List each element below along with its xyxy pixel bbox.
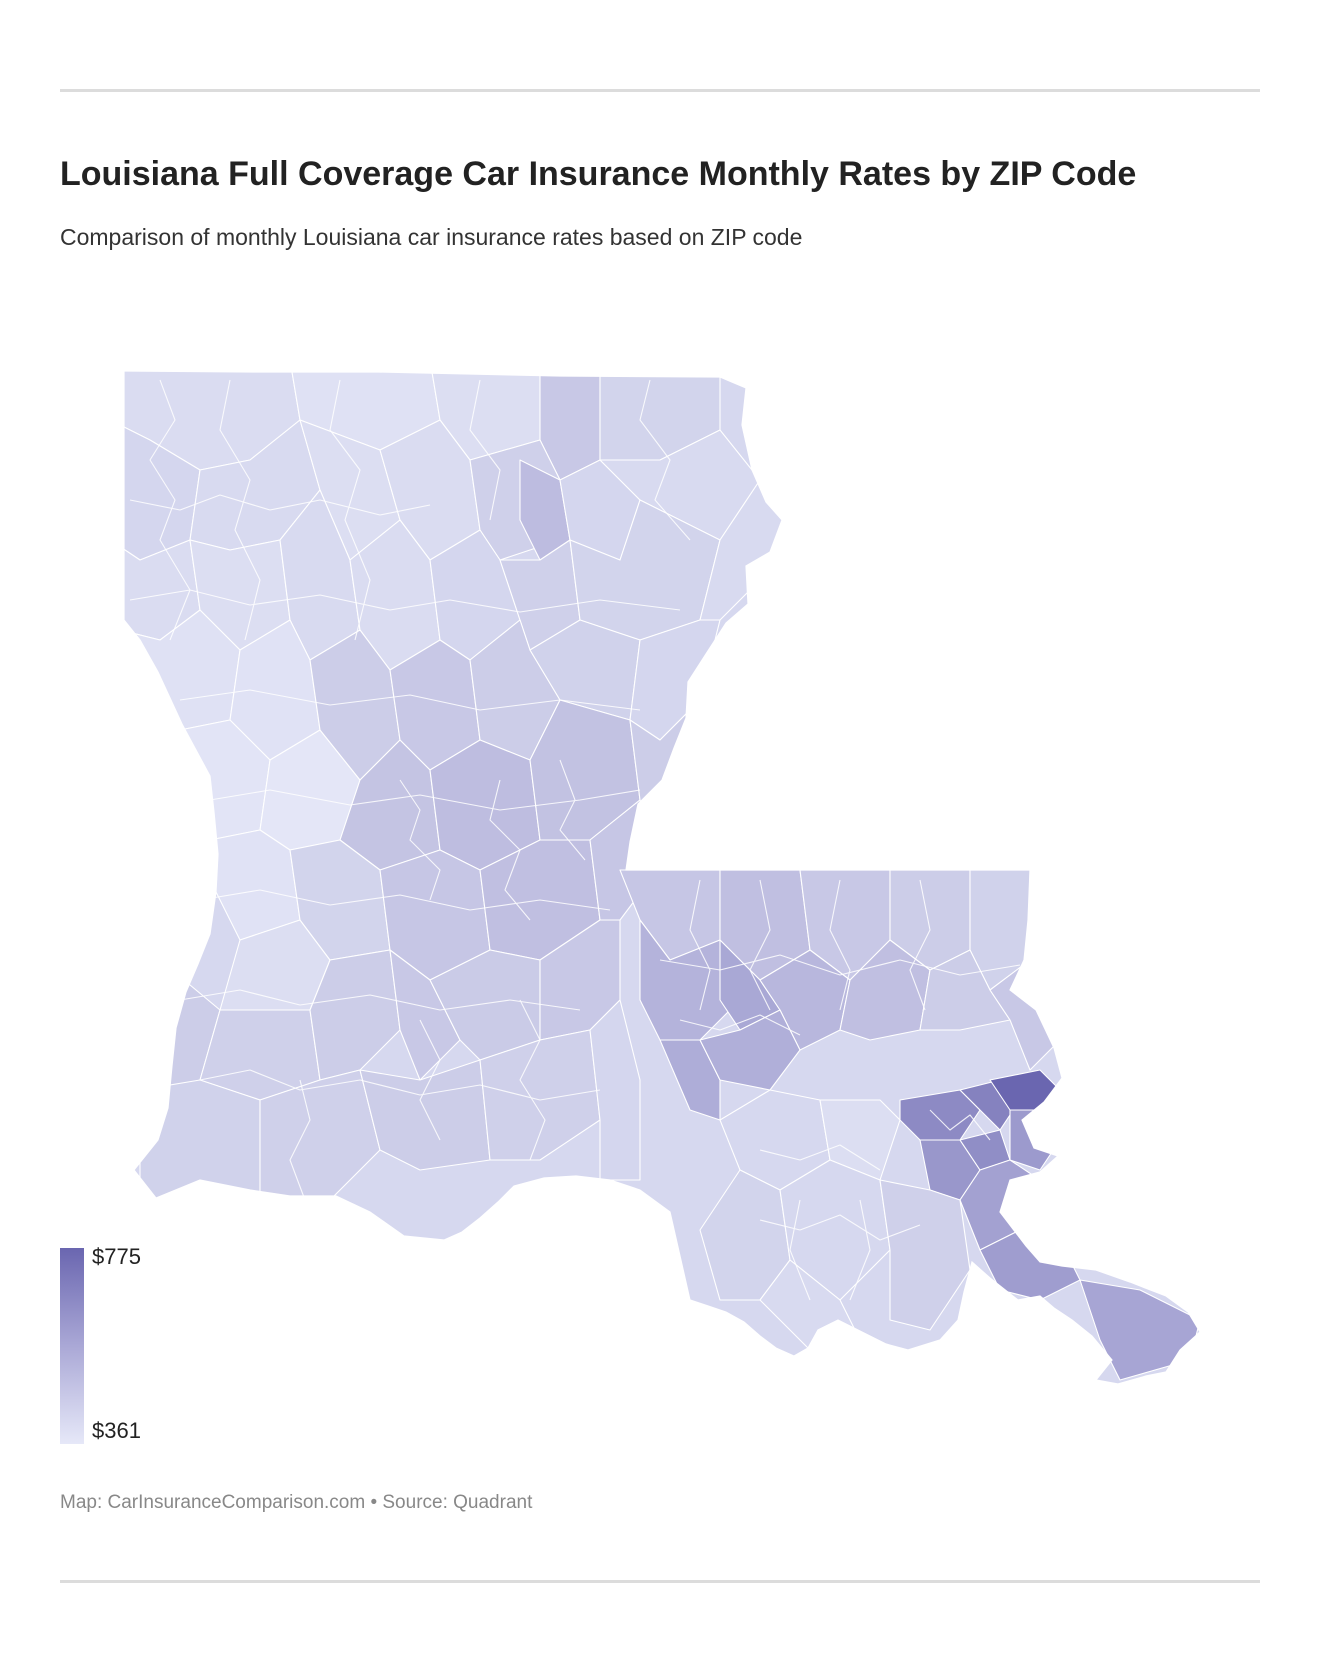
legend-max-label: $775 — [92, 1244, 141, 1269]
map-title: Louisiana Full Coverage Car Insurance Mo… — [60, 155, 1137, 193]
legend-color-scale — [60, 1248, 84, 1444]
zip-code-regions — [124, 371, 1200, 1384]
map-subtitle: Comparison of monthly Louisiana car insu… — [60, 224, 803, 250]
top-divider — [60, 89, 1260, 92]
bottom-divider — [60, 1580, 1260, 1583]
legend-min-label: $361 — [92, 1418, 141, 1443]
source-credit: Map: CarInsuranceComparison.com • Source… — [60, 1492, 533, 1513]
